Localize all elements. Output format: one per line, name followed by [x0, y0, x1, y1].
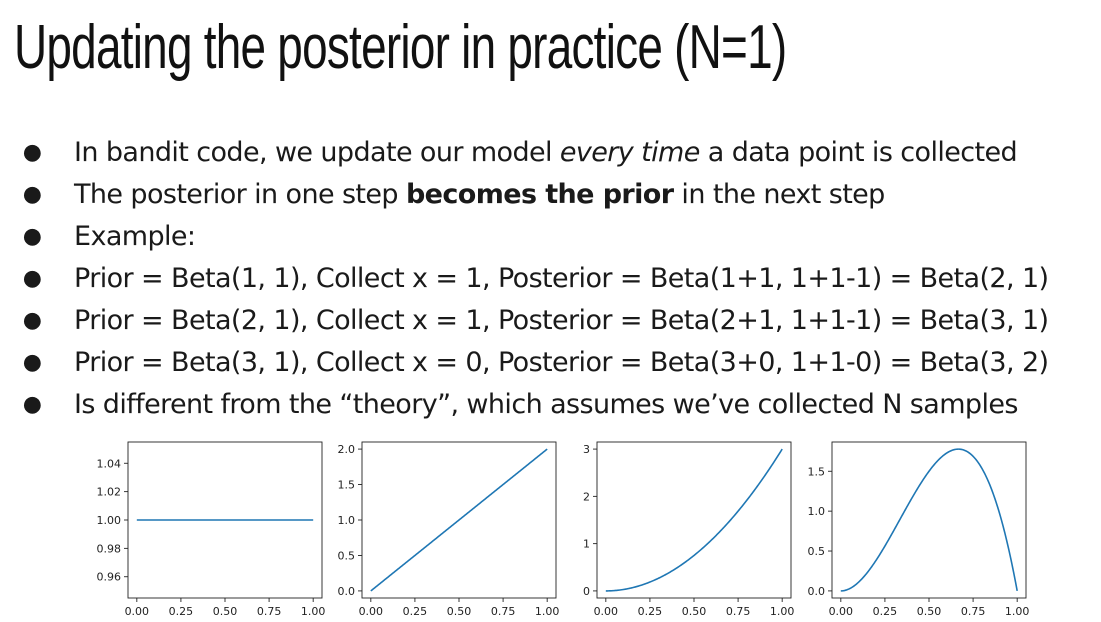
y-tick-label: 0.0	[808, 585, 826, 598]
x-tick-label: 0.25	[873, 605, 898, 618]
bullet-text: Is different from the “theory”, which as…	[74, 389, 1018, 420]
x-tick-label: 0.75	[726, 605, 751, 618]
bullet-item: ● Prior = Beta(1, 1), Collect x = 1, Post…	[22, 259, 1049, 301]
chart-panel: 0.00 0.25 0.50 0.75 1.00 0 1 2 3	[583, 441, 795, 618]
chart-panel: 0.00 0.25 0.50 0.75 1.00 0.96 0.98 1.00 1.02 1.04	[97, 441, 326, 618]
bullet-dot-icon: ●	[22, 140, 42, 165]
bullet-text: The posterior in one step	[74, 179, 406, 210]
bullet-dot-icon: ●	[22, 392, 42, 417]
plot-frame	[596, 441, 792, 599]
y-tick-label: 0	[583, 585, 590, 598]
x-tick-label: 0.50	[213, 605, 238, 618]
y-tick-label: 1.5	[808, 465, 826, 478]
bullet-text: Example:	[74, 221, 196, 252]
y-tick-label: 0.5	[338, 549, 356, 562]
chart-panel: 0.00 0.25 0.50 0.75 1.00 0.0 0.5 1.0 1.5 2.0	[338, 441, 560, 618]
bullet-text: in the next step	[673, 179, 885, 210]
x-tick-label: 1.00	[535, 605, 560, 618]
y-tick-label: 1.00	[97, 514, 122, 527]
x-tick-label: 0.50	[917, 605, 942, 618]
bullet-text: Prior = Beta(2, 1), Collect x = 1, Poste…	[74, 305, 1049, 336]
x-tick-label: 0.75	[491, 605, 516, 618]
bullet-dot-icon: ●	[22, 266, 42, 291]
x-tick-label: 0.00	[594, 605, 619, 618]
beta-distribution-charts: 0.00 0.25 0.50 0.75 1.000.960.981.001.021.04…	[97, 441, 1030, 618]
x-tick-label: 0.00	[125, 605, 150, 618]
y-tick-label: 0.96	[97, 571, 122, 584]
x-tick-label: 0.50	[682, 605, 707, 618]
x-tick-label: 1.00	[301, 605, 326, 618]
y-tick-label: 1.04	[97, 457, 122, 470]
y-tick-label: 0.0	[338, 585, 356, 598]
x-tick-label: 1.00	[770, 605, 795, 618]
bullet-dot-icon: ●	[22, 224, 42, 249]
pdf-line	[840, 448, 1018, 592]
y-tick-label: 0.98	[97, 542, 122, 555]
x-tick-label: 1.00	[1005, 605, 1030, 618]
bullet-item: ● The posterior in one step becomes the p…	[22, 175, 1048, 217]
y-tick-label: 1	[583, 538, 590, 551]
x-tick-label: 0.75	[961, 605, 986, 618]
y-tick-label: 1.0	[808, 505, 826, 518]
y-tick-label: 3	[583, 443, 590, 456]
bullet-text: Prior = Beta(1, 1), Collect x = 1, Poste…	[74, 263, 1049, 294]
bullet-text: In bandit code, we update our model	[74, 137, 560, 168]
y-tick-label: 2.0	[338, 443, 356, 456]
pdf-line	[370, 448, 548, 592]
bullet-dot-icon: ●	[22, 182, 42, 207]
italic-text: every time	[559, 137, 700, 168]
x-tick-label: 0.00	[359, 605, 384, 618]
chart-panel: 0.00 0.25 0.50 0.75 1.00 0.0 0.5 1.0 1.5	[808, 441, 1030, 618]
plot-frame	[831, 441, 1027, 599]
bullet-item: ● Prior = Beta(2, 1), Collect x = 1, Post…	[22, 301, 1049, 343]
x-tick-label: 0.25	[403, 605, 428, 618]
bullet-dot-icon: ●	[22, 308, 42, 333]
bullet-list: ● In bandit code, we update our model eve…	[22, 133, 1049, 427]
bullet-item: ● In bandit code, we update our model eve…	[22, 133, 1048, 175]
y-tick-label: 0.5	[808, 545, 826, 558]
slide-title: Updating the posterior in practice (N=1)	[14, 13, 787, 82]
pdf-line	[605, 448, 783, 592]
bullet-item: ● Prior = Beta(3, 1), Collect x = 0, Post…	[22, 343, 1049, 385]
x-tick-label: 0.75	[257, 605, 282, 618]
bullet-item: ● Example:	[22, 217, 1048, 259]
bold-text: becomes the prior	[405, 179, 674, 210]
bullet-dot-icon: ●	[22, 350, 42, 375]
bullet-text: a data point is collected	[699, 137, 1018, 168]
bullet-text: Prior = Beta(3, 1), Collect x = 0, Poste…	[74, 347, 1049, 378]
x-tick-label: 0.00	[829, 605, 854, 618]
bullet-item: ● Is different from the “theory”, which a…	[22, 385, 1048, 427]
x-tick-label: 0.50	[447, 605, 472, 618]
y-tick-label: 1.02	[97, 486, 122, 499]
x-tick-label: 0.25	[638, 605, 663, 618]
y-tick-label: 1.0	[338, 514, 356, 527]
y-tick-label: 2	[583, 490, 590, 503]
y-tick-label: 1.5	[338, 479, 356, 492]
x-tick-label: 0.25	[169, 605, 194, 618]
